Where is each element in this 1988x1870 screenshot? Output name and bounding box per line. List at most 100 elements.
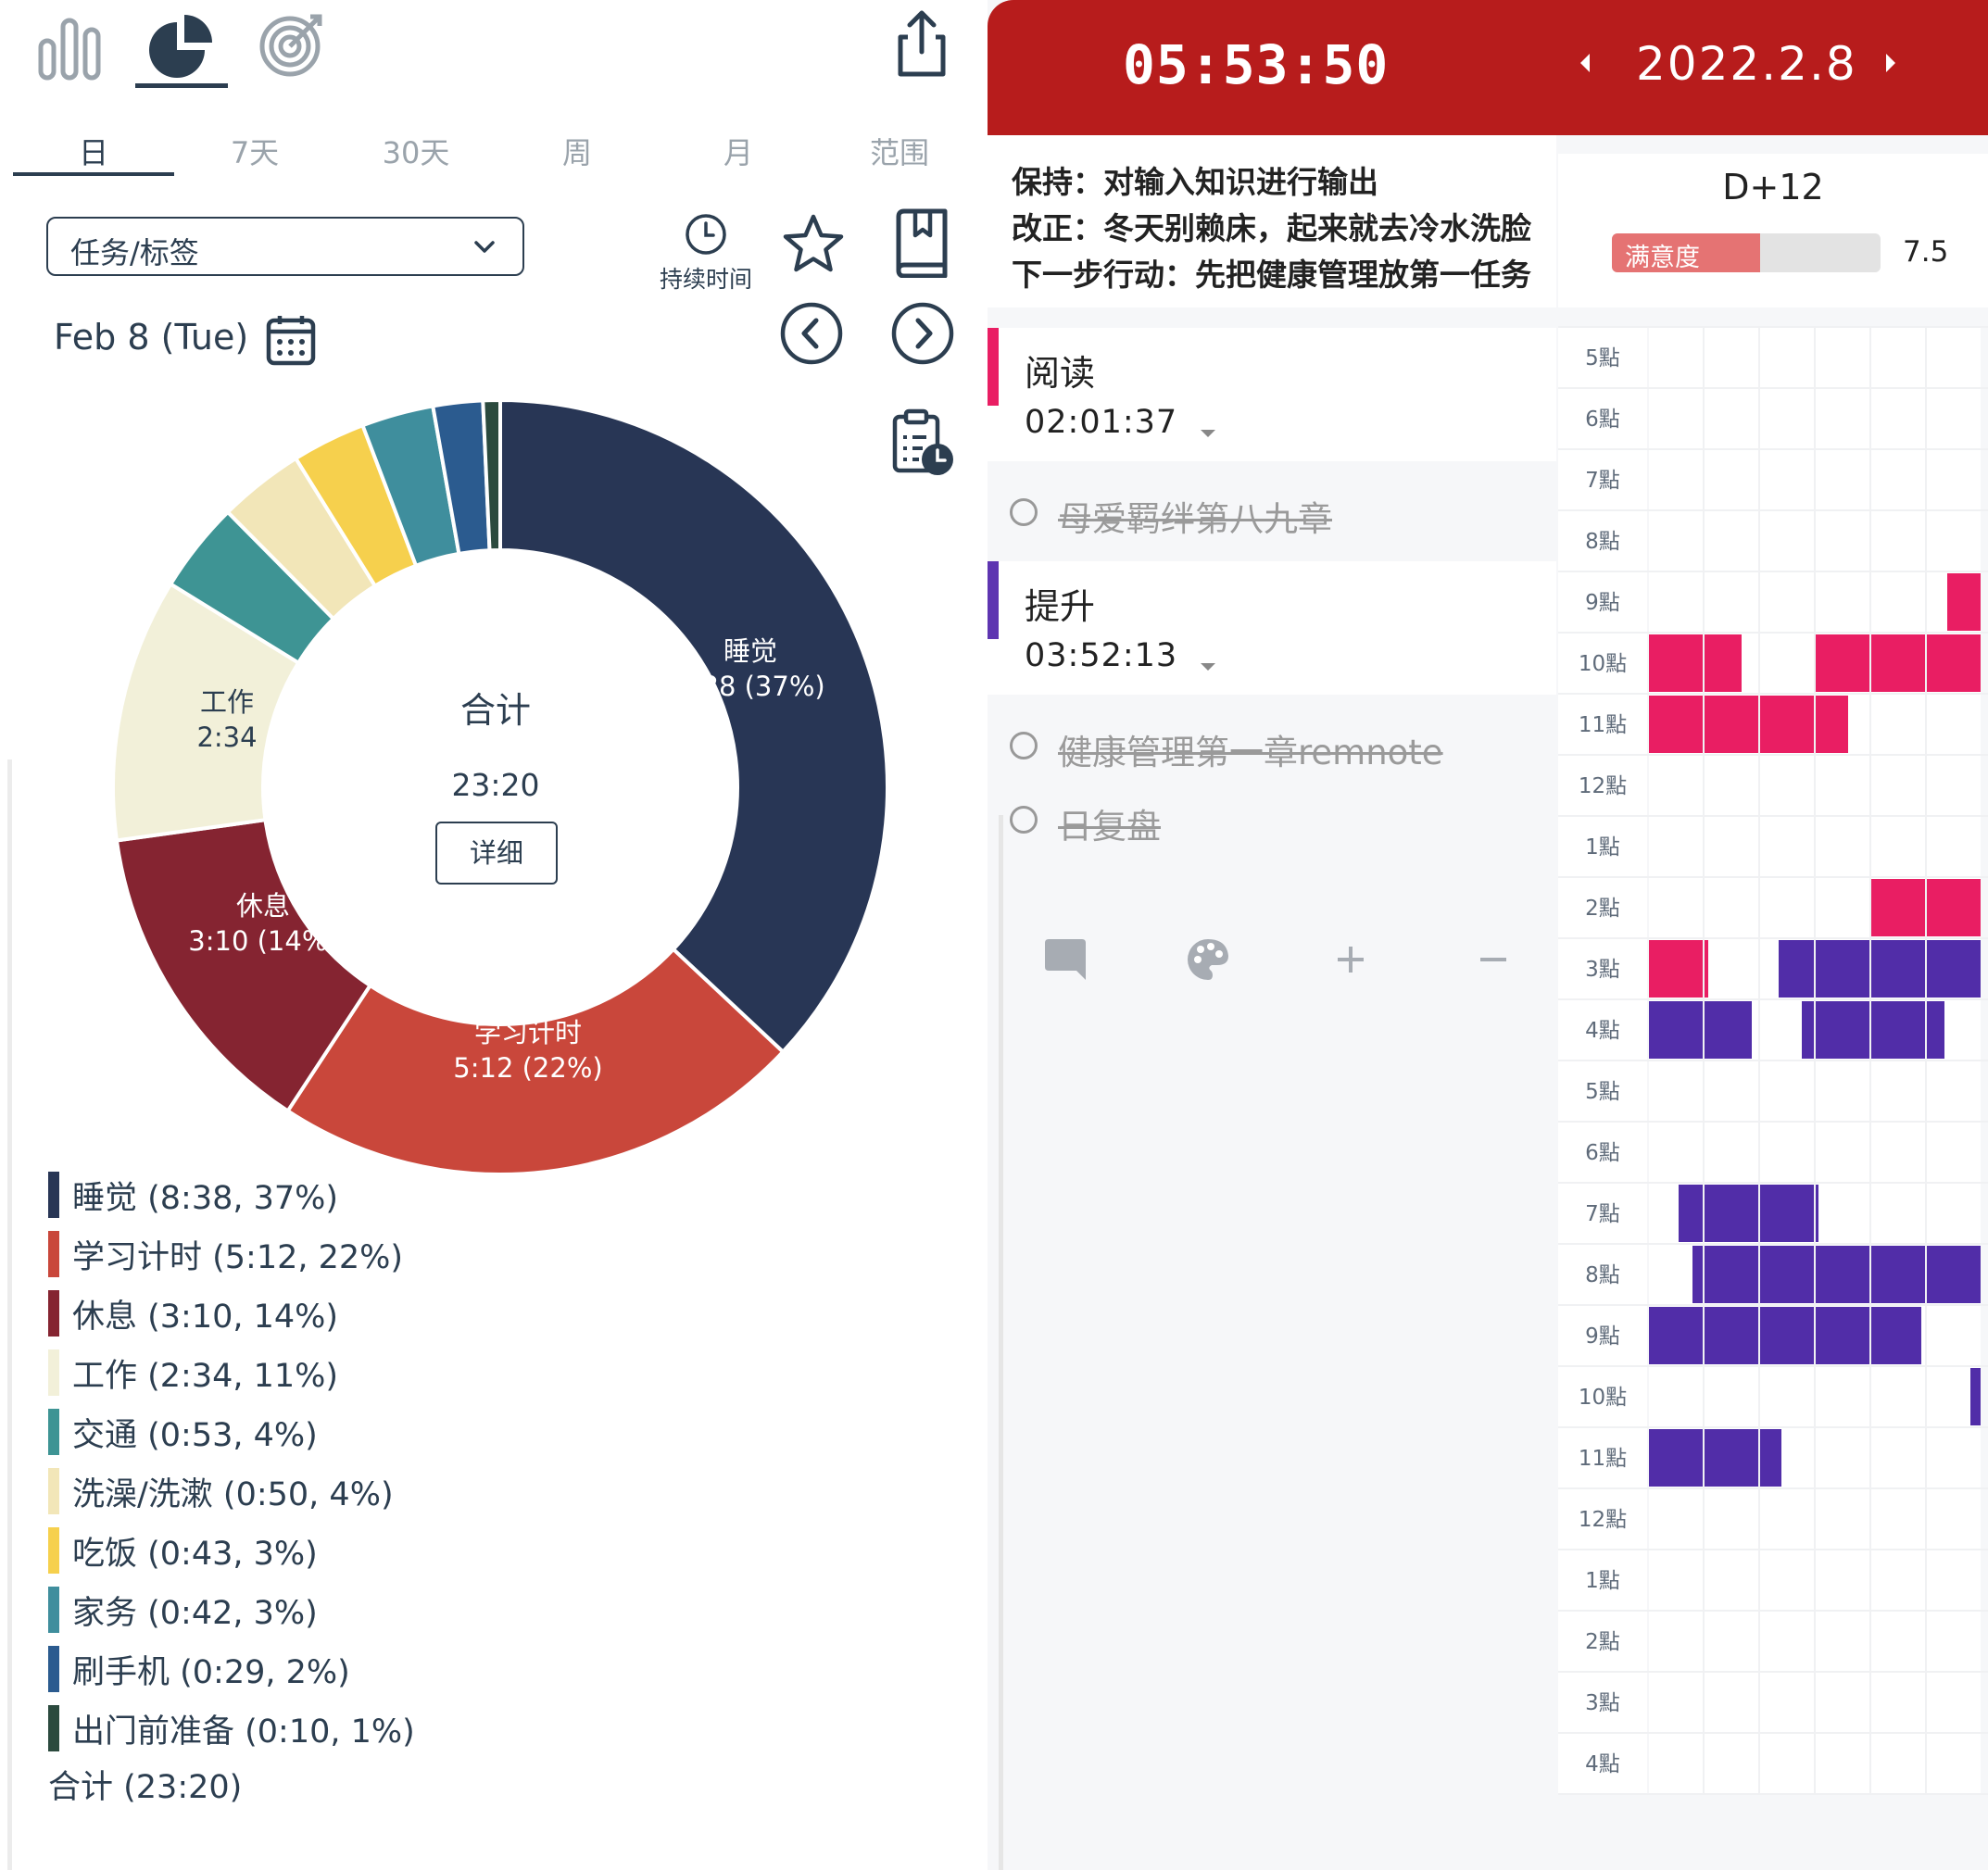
palette-icon[interactable] <box>1182 934 1234 985</box>
time-slot[interactable] <box>1760 1061 1814 1121</box>
time-slot[interactable] <box>1649 389 1703 448</box>
time-slot[interactable] <box>1760 1489 1814 1549</box>
time-slot[interactable] <box>1649 1734 1703 1793</box>
time-block[interactable] <box>1649 1307 1921 1364</box>
time-slot[interactable] <box>1927 450 1981 509</box>
time-slot[interactable] <box>1871 756 1925 815</box>
time-slot[interactable] <box>1816 328 1869 387</box>
clipboard-clock-icon[interactable] <box>889 408 954 478</box>
checkbox-circle-icon[interactable] <box>1010 498 1038 526</box>
time-slot[interactable] <box>1760 1550 1814 1610</box>
time-slot[interactable] <box>1816 389 1869 448</box>
bookmark-book-icon[interactable] <box>889 207 954 279</box>
time-slot[interactable] <box>1760 1612 1814 1671</box>
time-block[interactable] <box>1649 1429 1782 1487</box>
time-slot[interactable] <box>1649 450 1703 509</box>
chevron-left-icon[interactable] <box>778 300 845 367</box>
time-slot[interactable] <box>1816 572 1869 632</box>
time-slot[interactable] <box>1927 817 1981 876</box>
time-slot[interactable] <box>1927 1428 1981 1487</box>
time-slot[interactable] <box>1927 1489 1981 1549</box>
donut-slice[interactable] <box>481 398 502 553</box>
time-slot[interactable] <box>1871 1673 1925 1732</box>
chevron-right-icon[interactable] <box>889 300 956 367</box>
plus-icon[interactable] <box>1325 934 1377 985</box>
time-slot[interactable] <box>1705 389 1758 448</box>
caret-down-icon[interactable] <box>1201 663 1215 671</box>
time-slot[interactable] <box>1649 1612 1703 1671</box>
time-slot[interactable] <box>1816 878 1869 937</box>
time-slot[interactable] <box>1927 511 1981 571</box>
time-slot[interactable] <box>1760 1673 1814 1732</box>
time-slot[interactable] <box>1705 756 1758 815</box>
donut-slice[interactable] <box>498 398 889 1055</box>
satisfaction-bar[interactable]: 满意度 <box>1612 233 1881 272</box>
previous-day-arrow-icon[interactable] <box>1580 54 1590 72</box>
time-slot[interactable] <box>1927 1673 1981 1732</box>
time-slot[interactable] <box>1705 328 1758 387</box>
time-slot[interactable] <box>1760 634 1814 693</box>
time-slot[interactable] <box>1705 1123 1758 1182</box>
time-slot[interactable] <box>1871 817 1925 876</box>
time-slot[interactable] <box>1649 1061 1703 1121</box>
tab-30-days[interactable]: 30天 <box>382 135 450 170</box>
time-slot[interactable] <box>1816 1123 1869 1182</box>
time-block[interactable] <box>1649 634 1743 692</box>
time-block[interactable] <box>1947 573 1981 631</box>
right-scrollbar[interactable] <box>999 815 1003 1870</box>
time-slot[interactable] <box>1871 328 1925 387</box>
tab-month[interactable]: 月 <box>723 135 753 170</box>
time-slot[interactable] <box>1649 878 1703 937</box>
running-timer[interactable]: 05:53:50 <box>1123 33 1390 96</box>
time-slot[interactable] <box>1760 1734 1814 1793</box>
time-slot[interactable] <box>1649 756 1703 815</box>
time-slot[interactable] <box>1705 1550 1758 1610</box>
time-slot[interactable] <box>1927 1061 1981 1121</box>
time-slot[interactable] <box>1816 1612 1869 1671</box>
comment-icon[interactable] <box>1039 934 1091 985</box>
time-block[interactable] <box>1649 1001 1752 1059</box>
time-slot[interactable] <box>1871 1612 1925 1671</box>
donut-slice[interactable] <box>284 947 786 1176</box>
calendar-icon[interactable] <box>265 313 317 367</box>
subtask-item[interactable]: 健康管理第一章remnote <box>988 719 1556 774</box>
time-slot[interactable] <box>1649 1550 1703 1610</box>
time-block[interactable] <box>1801 1001 1944 1059</box>
time-slot[interactable] <box>1705 1673 1758 1732</box>
time-slot[interactable] <box>1760 450 1814 509</box>
time-slot[interactable] <box>1816 1367 1869 1426</box>
time-slot[interactable] <box>1705 572 1758 632</box>
time-slot[interactable] <box>1760 389 1814 448</box>
time-slot[interactable] <box>1927 1306 1981 1365</box>
time-slot[interactable] <box>1816 450 1869 509</box>
star-icon[interactable] <box>778 209 849 280</box>
time-slot[interactable] <box>1705 817 1758 876</box>
time-block[interactable] <box>1649 940 1709 998</box>
time-slot[interactable] <box>1760 511 1814 571</box>
next-day-arrow-icon[interactable] <box>1886 54 1895 72</box>
task-improve[interactable]: 提升 03:52:13 <box>988 561 1556 695</box>
checkbox-circle-icon[interactable] <box>1010 806 1038 834</box>
time-slot[interactable] <box>1816 817 1869 876</box>
task-reading[interactable]: 阅读 02:01:37 <box>988 328 1556 461</box>
time-slot[interactable] <box>1871 572 1925 632</box>
time-slot[interactable] <box>1871 1734 1925 1793</box>
minus-icon[interactable] <box>1467 934 1519 985</box>
time-block[interactable] <box>1692 1246 1981 1303</box>
time-slot[interactable] <box>1871 695 1925 754</box>
time-slot[interactable] <box>1649 328 1703 387</box>
time-slot[interactable] <box>1927 756 1981 815</box>
time-slot[interactable] <box>1760 1123 1814 1182</box>
time-slot[interactable] <box>1705 1734 1758 1793</box>
time-slot[interactable] <box>1816 1489 1869 1549</box>
time-slot[interactable] <box>1927 1734 1981 1793</box>
tab-7-days[interactable]: 7天 <box>230 135 280 170</box>
subtask-item[interactable]: 母爱羁绊第八九章 <box>988 485 1556 541</box>
time-slot[interactable] <box>1816 1673 1869 1732</box>
time-slot[interactable] <box>1871 1184 1925 1243</box>
category-dropdown[interactable]: 任务/标签 <box>46 217 524 276</box>
daily-reflection[interactable]: 保持：对输入知识进行输出 改正：冬天别赖床，起来就去冷水洗脸 下一步行动：先把健… <box>988 135 1556 307</box>
time-slot[interactable] <box>1705 939 1758 998</box>
header-date[interactable]: 2022.2.8 <box>1636 37 1857 91</box>
time-slot[interactable] <box>1816 1734 1869 1793</box>
